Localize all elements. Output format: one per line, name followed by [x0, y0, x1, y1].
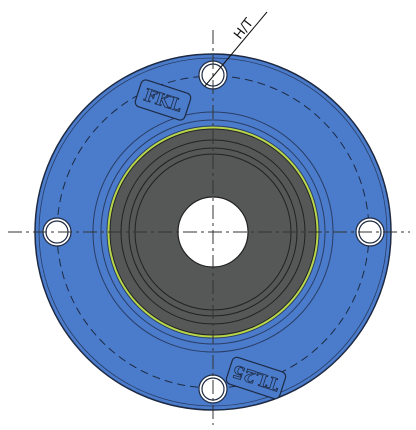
center-lines [8, 30, 410, 425]
hole-type-label: H/T [231, 16, 256, 43]
